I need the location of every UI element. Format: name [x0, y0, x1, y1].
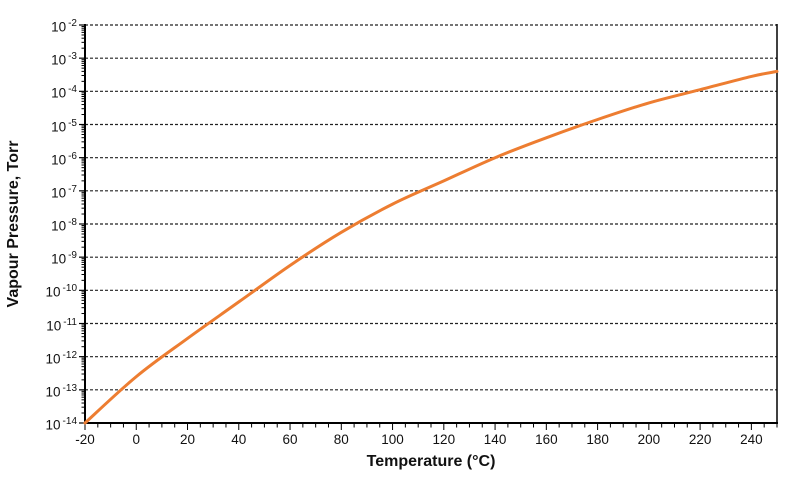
x-tick-label: 220 [688, 432, 712, 447]
y-tick-label: 10 -12 [45, 349, 77, 367]
x-tick-label: -20 [75, 432, 95, 447]
y-tick-label: 10 -6 [51, 150, 77, 168]
vapour-pressure-curve [83, 69, 779, 425]
x-tick-label: 100 [381, 432, 404, 447]
y-tick-label: 10 -5 [51, 117, 77, 135]
x-tick-label: 0 [132, 432, 140, 447]
x-axis-title: Temperature (°C) [366, 453, 496, 470]
x-tick-label: 140 [483, 432, 507, 447]
y-tick-label: 10 -10 [45, 283, 77, 300]
x-tick-label: 80 [333, 432, 349, 447]
x-tick-label: 40 [231, 432, 247, 447]
y-tick-label: 10 -7 [51, 183, 77, 201]
y-tick-label: 10 -14 [45, 416, 77, 433]
x-tick-label: 60 [282, 432, 298, 447]
y-tick-label: 10 -9 [51, 250, 77, 267]
x-tick-label: 160 [535, 432, 558, 447]
x-tick-label: 120 [432, 432, 456, 447]
x-tick-label: 20 [180, 432, 196, 447]
x-tick-label: 180 [586, 432, 609, 447]
y-axis-title: Vapour Pressure, Torr [5, 140, 22, 308]
y-tick-label: 10 -8 [51, 217, 77, 234]
y-tick-label: 10 -13 [45, 382, 77, 400]
x-tick-label: 240 [740, 432, 763, 447]
x-tick-label: 200 [637, 432, 661, 447]
y-tick-label: 10 -2 [51, 18, 77, 35]
y-tick-label: 10 -3 [51, 51, 77, 68]
y-tick-label: 10 -11 [46, 316, 77, 334]
y-tick-label: 10 -4 [51, 84, 77, 101]
